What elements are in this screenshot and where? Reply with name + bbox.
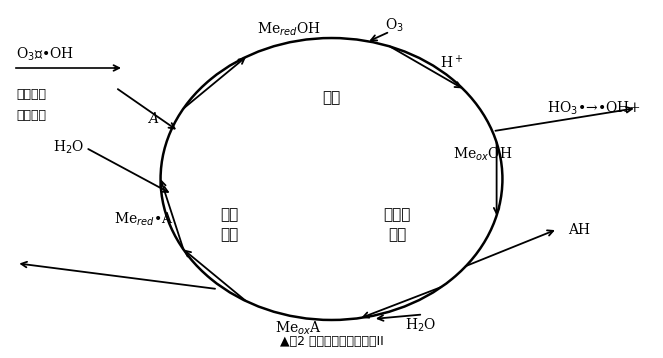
- Text: ▲图2 金属偶化臭氧化机理II: ▲图2 金属偶化臭氧化机理II: [280, 335, 383, 348]
- Text: H$_2$O: H$_2$O: [53, 139, 84, 156]
- Text: O$_3$: O$_3$: [385, 17, 403, 34]
- Text: 有机物
吸附: 有机物 吸附: [384, 207, 411, 242]
- Text: H$_2$O: H$_2$O: [404, 316, 436, 334]
- Text: Me$_{ox}$OH: Me$_{ox}$OH: [453, 146, 512, 163]
- Text: H$^+$: H$^+$: [440, 54, 463, 71]
- Text: Me$_{red}$OH: Me$_{red}$OH: [257, 20, 321, 38]
- Text: AH: AH: [568, 223, 590, 237]
- Text: 氧化
反应: 氧化 反应: [221, 207, 239, 242]
- Text: Me$_{red}$•A: Me$_{red}$•A: [115, 211, 174, 228]
- Text: A: A: [149, 112, 158, 126]
- Text: O$_3$或•OH: O$_3$或•OH: [16, 45, 74, 63]
- Text: HO$_3$•→•OH+: HO$_3$•→•OH+: [547, 100, 640, 117]
- Text: 氧化反应: 氧化反应: [16, 109, 46, 122]
- Text: 脱附: 脱附: [322, 91, 341, 106]
- Text: 溶液中的: 溶液中的: [16, 88, 46, 101]
- Text: Me$_{ox}$A: Me$_{ox}$A: [275, 320, 322, 338]
